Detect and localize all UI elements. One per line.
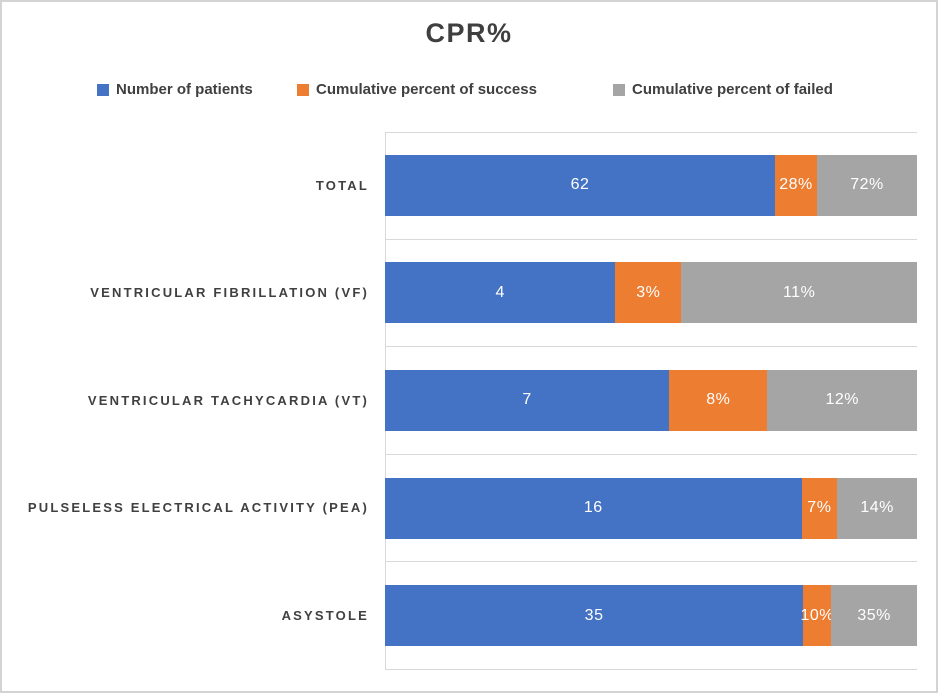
category-label: VENTRICULAR TACHYCARDIA (VT) [87, 392, 369, 408]
bar-segment-failed: 12% [767, 369, 917, 431]
bar-segment-patients: 62 [385, 154, 775, 216]
bar-segment-failed: 35% [831, 585, 917, 647]
data-label: 7% [807, 499, 832, 517]
data-label: 14% [860, 499, 894, 517]
legend-swatch-failed [613, 83, 625, 96]
bar-track: 16 7% 14% [385, 455, 917, 563]
category-label: ASYSTOLE [281, 608, 369, 624]
plot-area: TOTAL 62 28% 72% VENTRICULAR FIBRILLATION (V… [2, 132, 936, 670]
bar-track: 4 3% 11% [385, 240, 917, 348]
bar-segment-success: 7% [801, 477, 838, 539]
stacked-bar: 7 8% 12% [385, 369, 917, 431]
stacked-bar: 16 7% 14% [385, 477, 917, 539]
legend-label: Number of patients [116, 81, 253, 98]
category-label: TOTAL [315, 177, 369, 193]
bar-segment-patients: 16 [385, 477, 802, 539]
legend-item: Cumulative percent of success [297, 81, 537, 98]
data-label: 72% [850, 176, 884, 194]
legend-item: Cumulative percent of failed [613, 81, 833, 98]
bar-segment-success: 8% [669, 369, 768, 431]
stacked-bar: 62 28% 72% [385, 154, 917, 216]
bar-segment-patients: 7 [385, 369, 670, 431]
legend-label: Cumulative percent of success [316, 81, 537, 98]
data-label: 16 [583, 499, 603, 517]
bar-segment-success: 3% [615, 262, 682, 324]
bar-segment-failed: 11% [681, 262, 917, 324]
bar-track: 35 10% 35% [385, 562, 917, 670]
bar-segment-success: 10% [800, 585, 834, 647]
chart-band: PULSELESS ELECTRICAL ACTIVITY (PEA) 16 7% 1… [2, 455, 936, 563]
bar-segment-failed: 14% [837, 477, 917, 539]
chart-band: TOTAL 62 28% 72% [2, 132, 936, 240]
data-label: 7 [522, 391, 532, 409]
gridline-top [385, 132, 917, 133]
legend-item: Number of patients [97, 81, 253, 98]
bar-segment-patients: 35 [385, 585, 804, 647]
chart-title: CPR% [425, 18, 513, 48]
legend-swatch-success [297, 83, 309, 96]
legend-swatch-patients [97, 83, 109, 96]
data-label: 4 [495, 283, 505, 301]
chart-band: VENTRICULAR FIBRILLATION (VF) 4 3% 11% [2, 240, 936, 348]
bar-segment-failed: 72% [816, 154, 917, 216]
data-label: 8% [706, 391, 731, 409]
category-label: VENTRICULAR FIBRILLATION (VF) [90, 285, 369, 301]
bar-segment-patients: 4 [385, 262, 616, 324]
data-label: 12% [825, 391, 859, 409]
category-label: PULSELESS ELECTRICAL ACTIVITY (PEA) [27, 500, 369, 516]
data-label: 28% [779, 176, 813, 194]
chart-band: ASYSTOLE 35 10% 35% [2, 562, 936, 670]
data-label: 11% [782, 283, 816, 301]
chart-band: VENTRICULAR TACHYCARDIA (VT) 7 8% 12% [2, 347, 936, 455]
bar-track: 62 28% 72% [385, 132, 917, 240]
legend-label: Cumulative percent of failed [632, 81, 833, 98]
stacked-bar: 4 3% 11% [385, 262, 917, 324]
data-label: 62 [570, 176, 590, 194]
stacked-bar: 35 10% 35% [385, 585, 917, 647]
data-label: 35% [857, 606, 891, 624]
data-label: 3% [636, 283, 661, 301]
data-label: 35 [584, 606, 604, 624]
bar-track: 7 8% 12% [385, 347, 917, 455]
bar-segment-success: 28% [774, 154, 817, 216]
data-label: 10% [800, 606, 834, 624]
